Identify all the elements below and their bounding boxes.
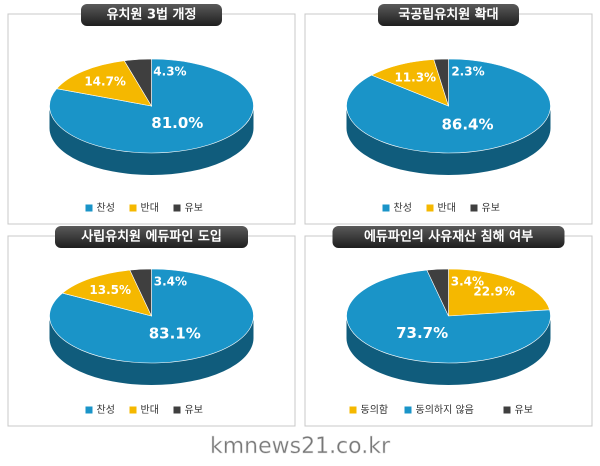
pie-slice xyxy=(433,58,449,107)
data-label: 83.1% xyxy=(149,325,201,343)
chart-panel: 유치원 3법 개정 81.0% 14.7% 4.3% 찬성 반대 유보 xyxy=(7,4,296,225)
pie-slice xyxy=(123,58,152,108)
data-label: 11.3% xyxy=(394,70,436,84)
legend-label: 찬성 xyxy=(97,404,115,416)
legend-label: 유보 xyxy=(185,202,203,214)
legend-swatch xyxy=(426,204,434,212)
legend-swatch xyxy=(85,406,93,414)
legend-swatch xyxy=(470,204,478,212)
legend-label: 유보 xyxy=(482,202,500,214)
data-label: 13.5% xyxy=(89,283,131,297)
legend-swatch xyxy=(85,204,93,212)
data-label: 22.9% xyxy=(473,284,515,298)
data-label: 3.4% xyxy=(451,275,484,289)
pie-side xyxy=(346,316,551,385)
data-label: 3.4% xyxy=(154,275,187,289)
pie-slice xyxy=(61,269,153,317)
legend-swatch xyxy=(404,406,412,414)
watermark: kmnews21.co.kr xyxy=(210,434,391,459)
chart-title: 사립유치원 에듀파인 도입 xyxy=(81,229,222,245)
legend-label: 동의함 xyxy=(361,404,389,416)
legend-label: 찬성 xyxy=(394,202,412,214)
data-label: 81.0% xyxy=(151,114,203,132)
data-label: 2.3% xyxy=(451,65,484,79)
legend-label: 반대 xyxy=(438,202,456,214)
title-pill xyxy=(55,226,248,248)
data-label: 73.7% xyxy=(396,324,448,342)
legend-swatch xyxy=(382,204,390,212)
pie-side xyxy=(49,106,254,175)
legend-swatch xyxy=(173,204,181,212)
legend-label: 반대 xyxy=(141,404,159,416)
title-pill xyxy=(81,4,222,26)
legend-swatch xyxy=(129,406,137,414)
pie-slice xyxy=(370,59,449,107)
legend-label: 찬성 xyxy=(97,202,115,214)
legend-swatch xyxy=(349,406,357,414)
pie-side xyxy=(346,106,551,175)
chart-title: 에듀파인의 사유재산 침해 여부 xyxy=(364,229,533,245)
data-label: 86.4% xyxy=(441,116,493,134)
pie-side xyxy=(49,316,254,385)
pie-slice xyxy=(49,268,254,364)
chart-panel: 국공립유치원 확대 86.4% 11.3% 2.3% 찬성 반대 유보 xyxy=(304,4,593,225)
title-pill xyxy=(378,4,519,26)
legend-label: 유보 xyxy=(185,404,203,416)
data-label: 14.7% xyxy=(84,75,126,89)
legend-label: 반대 xyxy=(141,202,159,214)
pie-slice xyxy=(426,268,449,317)
data-label: 4.3% xyxy=(153,65,186,79)
pie-slice xyxy=(346,269,551,364)
pie-slice xyxy=(448,268,551,317)
legend-label: 동의하지 않음 xyxy=(416,403,474,416)
title-pill xyxy=(332,226,565,248)
chart-title: 유치원 3법 개정 xyxy=(107,7,197,23)
legend-swatch xyxy=(173,406,181,414)
chart-panel: 사립유치원 에듀파인 도입 83.1% 13.5% 3.4% 찬성 반대 유보 xyxy=(7,226,296,427)
pie-slice xyxy=(129,268,152,317)
legend-label: 유보 xyxy=(515,404,533,416)
chart-title: 국공립유치원 확대 xyxy=(398,7,498,23)
pie-slice xyxy=(56,60,153,107)
chart-panel: 에듀파인의 사유재산 침해 여부 22.9% 73.7% 3.4% 동의함 동의하지 않음… xyxy=(304,226,593,427)
legend-swatch xyxy=(129,204,137,212)
legend-swatch xyxy=(503,406,511,414)
